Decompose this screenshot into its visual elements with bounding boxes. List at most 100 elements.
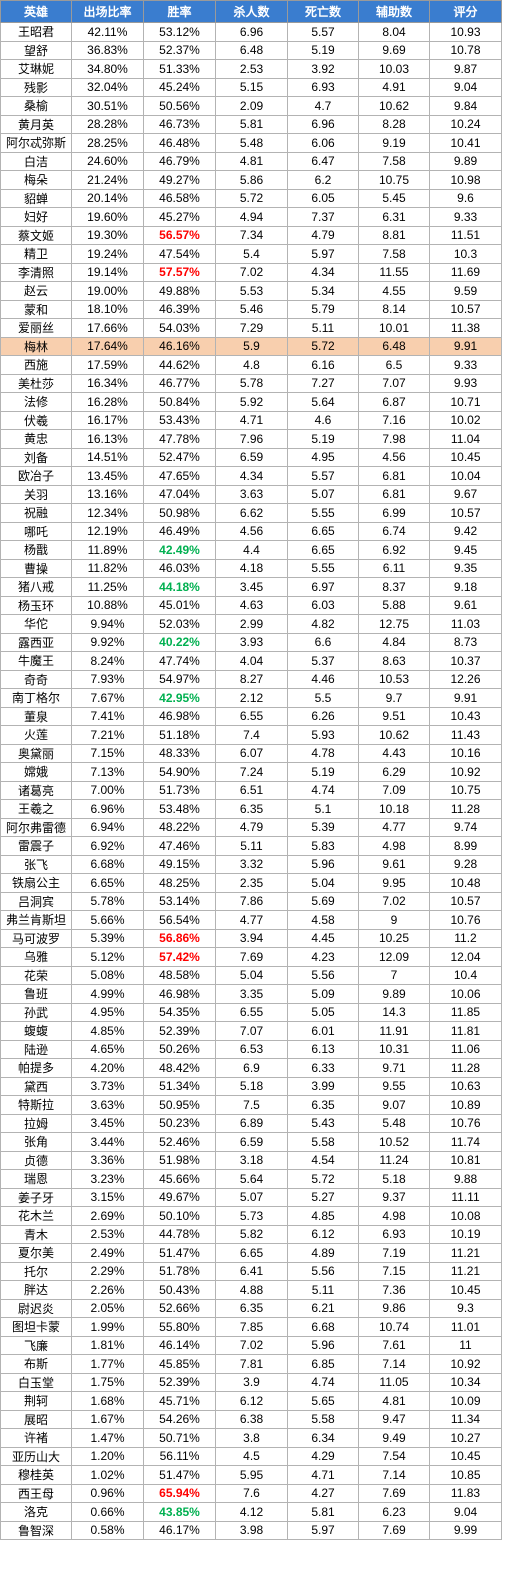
cell-pick-rate: 16.13% [71,429,144,449]
cell-pick-rate: 4.85% [71,1021,144,1041]
cell-hero: 蝮蝮 [0,1021,72,1041]
cell-assists: 4.91 [358,77,430,97]
cell-win-rate: 53.14% [143,891,216,911]
cell-win-rate: 46.39% [143,299,216,319]
cell-pick-rate: 16.28% [71,392,144,412]
table-row: 西施 17.59% 44.62% 4.8 6.16 6.5 9.33 [0,355,502,375]
table-row: 亚历山大 1.20% 56.11% 4.5 4.29 7.54 10.45 [0,1446,502,1466]
cell-kills: 2.09 [215,96,288,116]
cell-pick-rate: 16.34% [71,373,144,393]
cell-win-rate: 55.80% [143,1317,216,1337]
cell-hero: 许褚 [0,1428,72,1448]
cell-pick-rate: 17.59% [71,355,144,375]
cell-assists: 4.43 [358,743,430,763]
cell-win-rate: 46.16% [143,336,216,356]
cell-deaths: 4.58 [287,910,359,930]
cell-deaths: 5.72 [287,336,359,356]
cell-assists: 9.86 [358,1298,430,1318]
cell-deaths: 5.09 [287,984,359,1004]
cell-kills: 6.96 [215,22,288,42]
cell-kills: 6.12 [215,1391,288,1411]
cell-score: 9.93 [429,373,502,393]
cell-assists: 5.48 [358,1113,430,1133]
cell-kills: 7.81 [215,1354,288,1374]
cell-hero: 白洁 [0,151,72,171]
cell-win-rate: 43.85% [143,1502,216,1522]
cell-assists: 6.99 [358,503,430,523]
cell-assists: 10.52 [358,1132,430,1152]
cell-deaths: 4.79 [287,225,359,245]
cell-kills: 6.38 [215,1409,288,1429]
cell-deaths: 5.19 [287,429,359,449]
cell-deaths: 5.07 [287,484,359,504]
header-deaths: 死亡数 [287,0,359,23]
cell-win-rate: 51.34% [143,1076,216,1096]
cell-hero: 精卫 [0,244,72,264]
cell-assists: 9.95 [358,873,430,893]
table-row: 帕提多 4.20% 48.42% 6.9 6.33 9.71 11.28 [0,1058,502,1078]
cell-deaths: 5.39 [287,817,359,837]
cell-win-rate: 47.46% [143,836,216,856]
cell-kills: 3.94 [215,928,288,948]
cell-assists: 7.02 [358,891,430,911]
cell-deaths: 6.2 [287,170,359,190]
cell-win-rate: 51.78% [143,1261,216,1281]
cell-hero: 鲁班 [0,984,72,1004]
cell-win-rate: 47.78% [143,429,216,449]
cell-deaths: 5.97 [287,244,359,264]
cell-kills: 6.9 [215,1058,288,1078]
cell-hero: 飞廉 [0,1335,72,1355]
cell-win-rate: 47.54% [143,244,216,264]
table-row: 贞德 3.36% 51.98% 3.18 4.54 11.24 10.81 [0,1150,502,1170]
cell-pick-rate: 3.23% [71,1169,144,1189]
table-row: 阿尔弗雷德 6.94% 48.22% 4.79 5.39 4.77 9.74 [0,817,502,837]
cell-hero: 南丁格尔 [0,688,72,708]
cell-score: 10.63 [429,1076,502,1096]
cell-pick-rate: 7.67% [71,688,144,708]
cell-deaths: 4.34 [287,262,359,282]
cell-kills: 5.18 [215,1076,288,1096]
cell-kills: 5.81 [215,114,288,134]
cell-deaths: 5.72 [287,1169,359,1189]
cell-score: 9.04 [429,77,502,97]
cell-pick-rate: 1.77% [71,1354,144,1374]
cell-pick-rate: 1.47% [71,1428,144,1448]
cell-deaths: 6.97 [287,577,359,597]
cell-deaths: 5.04 [287,873,359,893]
cell-win-rate: 52.46% [143,1132,216,1152]
cell-score: 11.43 [429,725,502,745]
cell-pick-rate: 0.66% [71,1502,144,1522]
cell-pick-rate: 32.04% [71,77,144,97]
cell-deaths: 6.68 [287,1317,359,1337]
cell-hero: 拉姆 [0,1113,72,1133]
cell-deaths: 6.34 [287,1428,359,1448]
cell-kills: 5.78 [215,373,288,393]
cell-kills: 3.35 [215,984,288,1004]
cell-hero: 胖达 [0,1280,72,1300]
table-row: 露西亚 9.92% 40.22% 3.93 6.6 4.84 8.73 [0,632,502,652]
cell-deaths: 4.85 [287,1206,359,1226]
cell-score: 9.99 [429,1520,502,1540]
cell-kills: 3.18 [215,1150,288,1170]
cell-pick-rate: 0.96% [71,1483,144,1503]
cell-score: 9.28 [429,854,502,874]
cell-deaths: 5.58 [287,1409,359,1429]
cell-pick-rate: 7.21% [71,725,144,745]
table-row: 白洁 24.60% 46.79% 4.81 6.47 7.58 9.89 [0,151,502,171]
table-row: 南丁格尔 7.67% 42.95% 2.12 5.5 9.7 9.91 [0,688,502,708]
table-row: 貂蝉 20.14% 46.58% 5.72 6.05 5.45 9.6 [0,188,502,208]
cell-kills: 5.95 [215,1465,288,1485]
cell-pick-rate: 13.16% [71,484,144,504]
table-row: 望舒 36.83% 52.37% 6.48 5.19 9.69 10.78 [0,40,502,60]
cell-hero: 铁扇公主 [0,873,72,893]
cell-win-rate: 48.58% [143,965,216,985]
cell-pick-rate: 12.34% [71,503,144,523]
cell-pick-rate: 6.65% [71,873,144,893]
cell-pick-rate: 1.75% [71,1372,144,1392]
cell-assists: 4.77 [358,817,430,837]
table-row: 诸葛亮 7.00% 51.73% 6.51 4.74 7.09 10.75 [0,780,502,800]
cell-win-rate: 42.49% [143,540,216,560]
cell-hero: 欧冶子 [0,466,72,486]
cell-win-rate: 49.88% [143,281,216,301]
cell-deaths: 5.37 [287,651,359,671]
